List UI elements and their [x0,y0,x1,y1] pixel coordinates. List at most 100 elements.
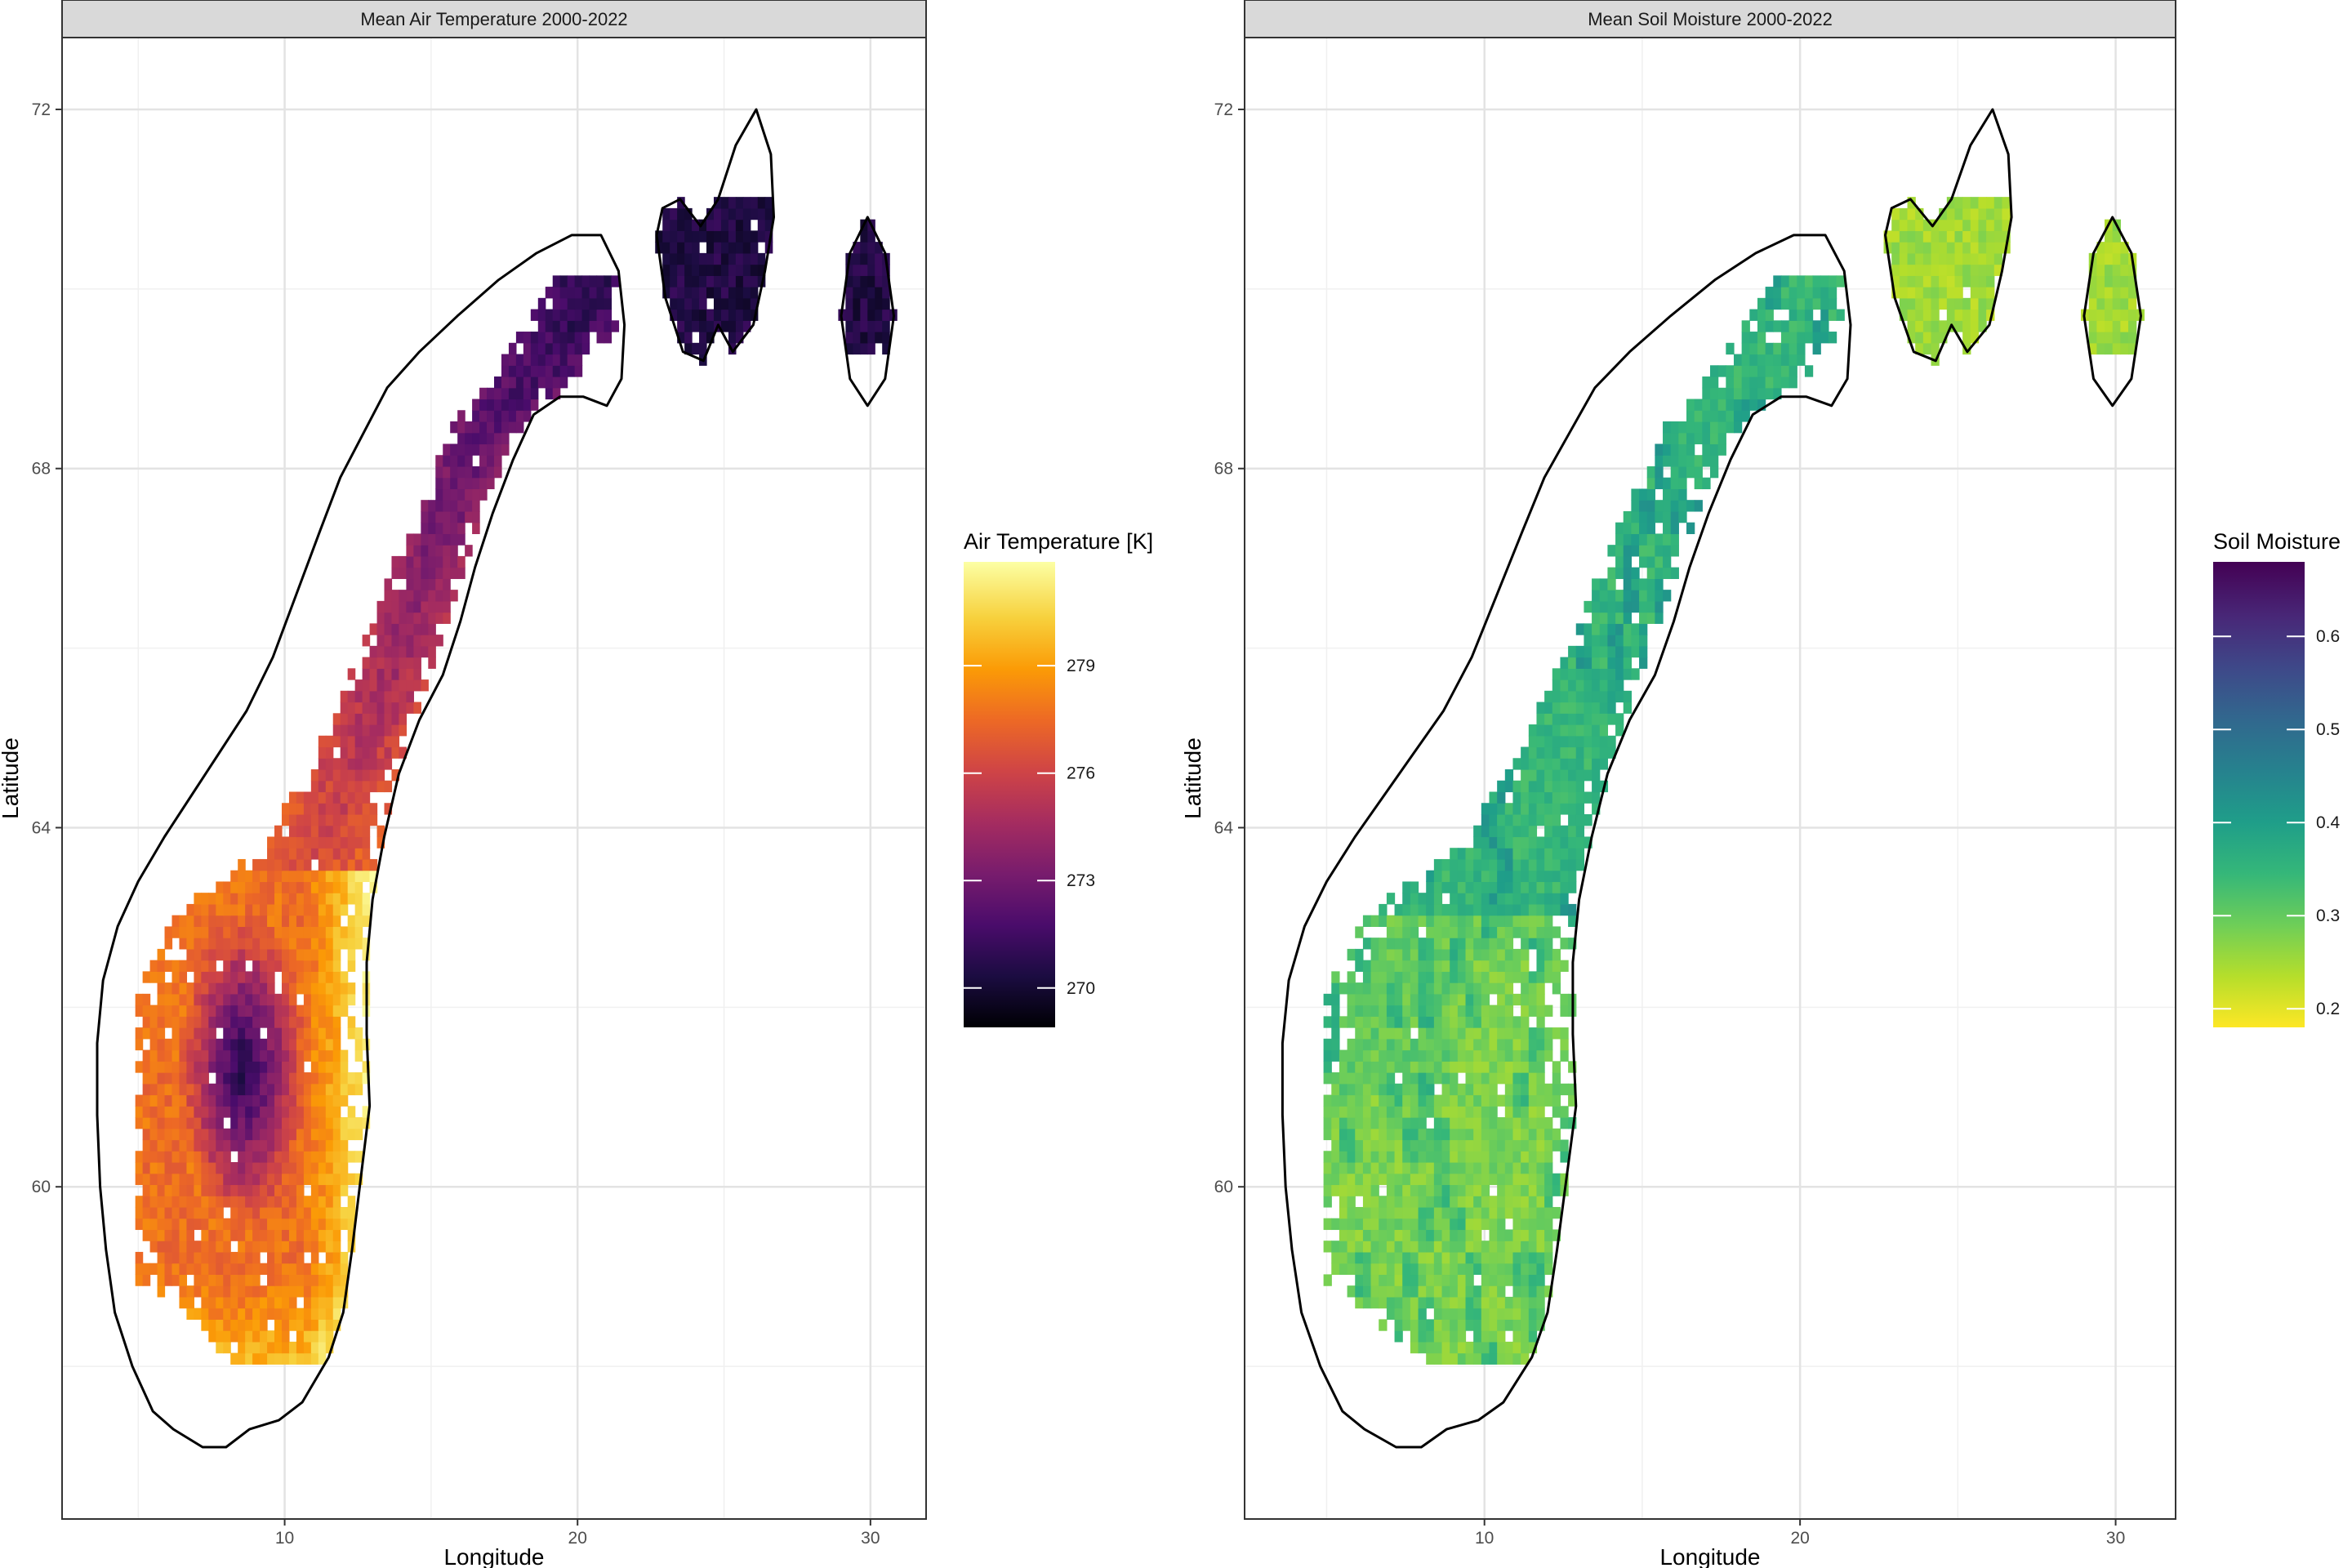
raster-tile [399,746,408,759]
raster-tile [1899,287,1909,299]
raster-tile [347,825,356,838]
raster-tile [1544,813,1553,826]
raster-tile [303,1106,312,1118]
raster-tile [1552,690,1561,703]
raster-tile [172,993,180,1006]
raster-tile [1954,242,1963,254]
raster-tile [1544,1241,1553,1253]
raster-tile [1733,410,1743,422]
raster-tile [1757,297,1766,310]
raster-tile [1473,1083,1482,1096]
raster-tile [318,1027,327,1040]
raster-tile [281,948,290,961]
raster-tile [245,1341,253,1354]
raster-tile [1993,264,2003,276]
raster-tile [216,982,224,995]
raster-tile [310,903,319,916]
raster-tile [699,342,707,355]
raster-tile [201,1151,209,1163]
facet-title: Mean Soil Moisture 2000-2022 [1588,9,1833,29]
raster-tile [1544,1263,1553,1276]
raster-tile [164,1038,173,1051]
raster-tile [1915,219,1924,231]
raster-tile [1370,1173,1379,1186]
raster-tile [310,1173,319,1186]
raster-tile [465,510,473,523]
raster-tile [252,1083,261,1096]
raster-tile [347,938,356,950]
raster-tile [1362,1049,1372,1062]
raster-tile [450,500,458,512]
raster-tile [252,1319,261,1331]
raster-tile [1568,702,1577,714]
raster-tile [1907,219,1916,231]
raster-tile [318,1296,327,1309]
raster-tile [1560,1083,1569,1096]
raster-tile [428,645,436,658]
raster-tile [1560,1027,1569,1040]
raster-tile [376,769,385,782]
raster-tile [1552,1072,1561,1085]
raster-tile [1560,893,1569,905]
raster-tile [1410,1184,1419,1196]
raster-tile [274,893,283,905]
raster-tile [1607,668,1616,680]
raster-tile [1631,545,1640,557]
raster-tile [2112,252,2121,265]
raster-tile [1489,1151,1498,1163]
raster-tile [296,926,305,938]
raster-tile [354,746,363,759]
raster-tile [2096,309,2105,321]
raster-tile [1465,1072,1474,1085]
raster-tile [1481,1330,1490,1343]
raster-tile [274,1027,283,1040]
raster-tile [296,1196,305,1208]
raster-tile [443,466,451,479]
raster-tile [230,1352,238,1365]
raster-tile [2105,332,2114,344]
raster-tile [194,1027,202,1040]
raster-tile [1599,668,1609,680]
raster-tile [1497,848,1506,860]
raster-tile [677,242,685,254]
raster-tile [223,1004,231,1017]
raster-tile [1741,342,1750,355]
raster-tile [1521,1049,1530,1062]
raster-tile [340,1184,349,1196]
raster-tile [1528,1307,1538,1320]
raster-tile [457,477,466,490]
raster-tile [1717,421,1726,434]
raster-tile [1552,1128,1561,1141]
raster-tile [720,197,729,209]
raster-tile [230,870,238,883]
raster-tile [1418,1117,1427,1129]
raster-tile [1489,1285,1498,1298]
raster-tile [706,252,715,265]
raster-tile [1465,1206,1474,1219]
raster-tile [2120,297,2129,310]
raster-tile [1528,893,1538,905]
raster-tile [238,1229,246,1241]
raster-tile [1797,320,1806,332]
raster-tile [1560,848,1569,860]
raster-tile [186,1229,194,1241]
raster-tile [149,1094,158,1107]
raster-tile [1521,1128,1530,1141]
raster-tile [1702,477,1711,490]
raster-tile [1717,443,1726,456]
raster-tile [208,926,216,938]
raster-tile [1568,645,1577,658]
raster-tile [274,1016,283,1028]
raster-tile [1473,1139,1482,1152]
raster-tile [318,1151,327,1163]
raster-tile [1497,915,1506,927]
raster-tile [2105,230,2114,243]
raster-tile [340,1285,349,1298]
raster-tile [1394,1049,1403,1062]
raster-tile [1504,881,1514,893]
raster-tile [1512,1117,1521,1129]
raster-tile [1410,915,1419,927]
raster-tile [2128,287,2137,299]
raster-tile [274,1307,283,1320]
raster-tile [706,320,715,332]
